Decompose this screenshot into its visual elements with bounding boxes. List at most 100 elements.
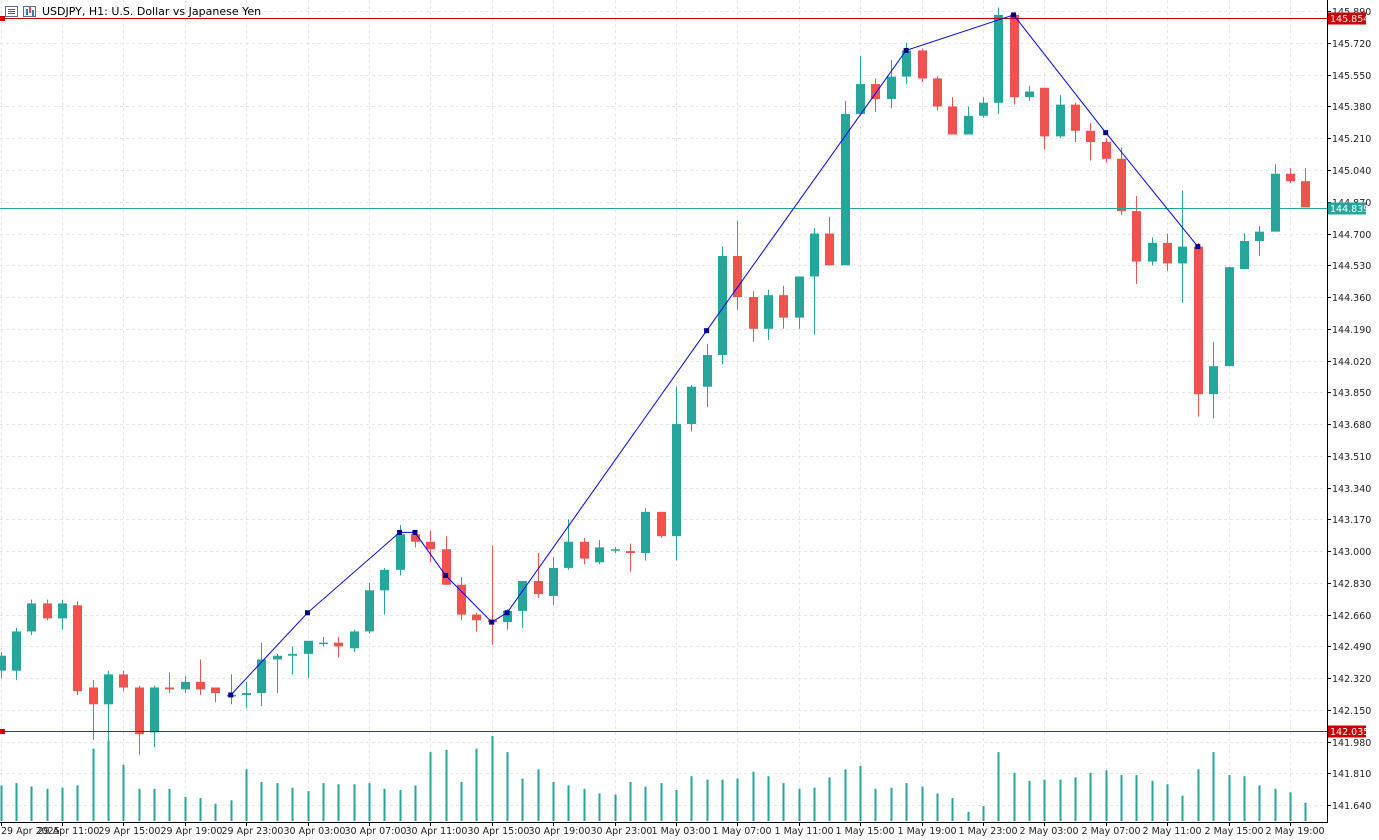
candle-body-bull: [0, 655, 6, 671]
candle-body-bear: [73, 605, 82, 692]
time-tick-label: 1 May 23:00: [959, 826, 1018, 837]
time-tick-label: 29 Apr 2025: [1, 826, 60, 837]
price-tick-label: 145.550: [1332, 71, 1371, 82]
price-axis-bg: [1327, 0, 1379, 840]
market-watch-icon[interactable]: [5, 5, 18, 17]
candle-body-bull: [595, 547, 604, 563]
candle-body-bull: [503, 610, 512, 623]
zigzag-point: [504, 610, 510, 616]
price-tag-label: 142.035: [1330, 727, 1369, 738]
candle-body-bear: [119, 674, 128, 688]
time-tick-label: 29 Apr 15:00: [99, 826, 161, 837]
price-tick-label: 144.530: [1332, 261, 1371, 272]
price-tick-label: 142.320: [1332, 674, 1371, 685]
candle-body-bull: [887, 76, 896, 100]
zigzag-point: [443, 572, 449, 578]
candle-body-bull: [181, 681, 190, 690]
candle-body-bull: [288, 653, 297, 656]
candle-body-bear: [334, 642, 343, 647]
candle-body-bull: [518, 581, 527, 611]
candle-body-bull: [242, 693, 251, 695]
zigzag-point: [1103, 130, 1109, 136]
candle-body-bull: [150, 687, 159, 733]
candle-body-bull: [12, 631, 21, 671]
price-tick-label: 143.170: [1332, 515, 1371, 526]
volume-bars: [0, 736, 1307, 821]
candle-body-bull: [104, 674, 113, 705]
candle-body-bear: [825, 233, 834, 266]
time-tick-label: 29 Apr 19:00: [161, 826, 223, 837]
candle-body-bull: [396, 534, 405, 570]
price-tick-label: 143.000: [1332, 547, 1371, 558]
horizontal-lines: [0, 16, 1327, 734]
candle-body-bull: [564, 541, 573, 568]
candle-body-bear: [457, 584, 466, 615]
price-tick-label: 144.020: [1332, 357, 1371, 368]
zigzag-point: [305, 610, 310, 616]
price-tag-label: 145.854: [1330, 14, 1369, 25]
candle-body-bull: [703, 354, 712, 387]
price-tick-label: 142.150: [1332, 706, 1371, 717]
candle-body-bull: [979, 102, 988, 116]
time-tick-label: 30 Apr 03:00: [284, 826, 346, 837]
candle-body-bear: [165, 687, 174, 690]
candle-body-bear: [89, 687, 98, 705]
candle-body-bear: [1163, 242, 1172, 264]
price-tag-bg: [1328, 12, 1366, 25]
candle-body-bear: [1102, 141, 1111, 159]
candle-body-bull: [319, 642, 328, 645]
candle-body-bull: [687, 386, 696, 425]
candle-body-bear: [1040, 87, 1049, 137]
candle-body-bull: [718, 255, 727, 355]
chart-window-icon[interactable]: [23, 5, 36, 17]
candle-body-bull: [27, 603, 36, 632]
zigzag-point: [397, 529, 403, 535]
candle-body-bull: [1178, 246, 1187, 264]
price-tick-label: 144.360: [1332, 293, 1371, 304]
candle-body-bear: [871, 84, 880, 100]
candle-body-bull: [964, 115, 973, 135]
candle-body-bear: [411, 534, 420, 542]
candle-body-bull: [672, 424, 681, 537]
candle-body-bear: [1117, 158, 1126, 212]
candle-body-bear: [196, 681, 205, 690]
candle-body-bull: [380, 569, 389, 591]
candle-body-bear: [442, 549, 451, 585]
candle-body-bull: [273, 655, 282, 660]
horizontal-line-handle: [0, 16, 5, 21]
price-tick-label: 142.660: [1332, 611, 1371, 622]
time-tick-label: 1 May 19:00: [898, 826, 957, 837]
price-tag-label: 144.839: [1330, 204, 1369, 215]
zigzag-line: [230, 14, 1199, 696]
candle-body-bear: [135, 687, 144, 735]
time-tick-label: 1 May 07:00: [713, 826, 772, 837]
candle-body-bull: [856, 84, 865, 114]
price-tick-label: 142.830: [1332, 579, 1371, 590]
candle-body-bull: [1025, 91, 1034, 98]
candle-body-bull: [304, 640, 313, 654]
time-tick-label: 2 May 11:00: [1143, 826, 1202, 837]
zigzag-point: [704, 328, 710, 334]
candle-body-bull: [1240, 240, 1249, 270]
candle-body-bull: [764, 295, 773, 329]
price-axis: 145.890145.720145.550145.380145.210145.0…: [1327, 0, 1379, 840]
zigzag-point: [228, 692, 234, 698]
candle-body-bear: [580, 541, 589, 559]
candle-body-bull: [994, 14, 1003, 103]
zigzag-point: [1011, 12, 1017, 18]
time-tick-label: 29 Apr 11:00: [38, 826, 100, 837]
candle-body-bull: [1056, 104, 1065, 137]
time-tick-label: 2 May 03:00: [1020, 826, 1079, 837]
price-tick-label: 145.210: [1332, 134, 1371, 145]
candlesticks: [0, 7, 1310, 755]
candle-body-bull: [611, 549, 620, 551]
candle-body-bull: [365, 590, 374, 632]
price-tick-label: 143.680: [1332, 420, 1371, 431]
candle-body-bull: [1225, 267, 1234, 367]
zigzag-indicator: [228, 12, 1201, 698]
time-tick-label: 30 Apr 19:00: [529, 826, 591, 837]
candle-body-bear: [657, 511, 666, 537]
candle-body-bear: [43, 603, 52, 619]
price-tag-bg: [1328, 725, 1366, 738]
